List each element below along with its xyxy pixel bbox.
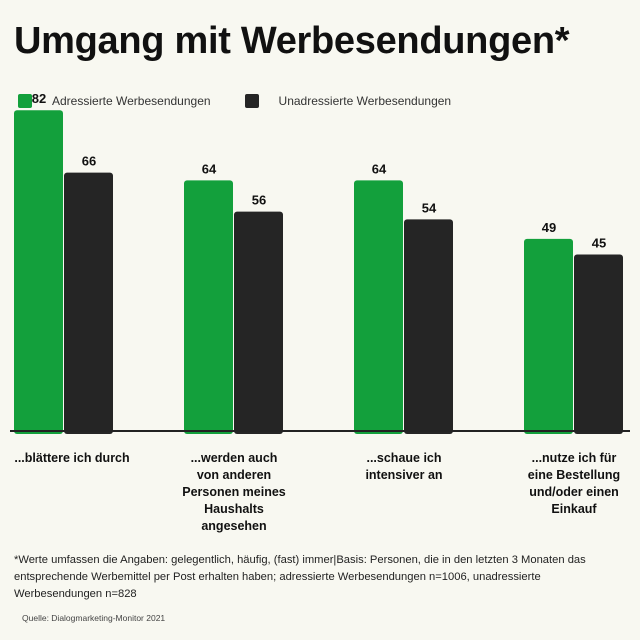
bar-unaddressed-1 — [234, 211, 283, 434]
data-label-addressed-3: 49 — [542, 220, 556, 235]
bar-addressed-1 — [184, 180, 233, 434]
legend-item-unaddressed: Unadressierte Werbesendungen — [244, 94, 452, 108]
bar-unaddressed-3 — [574, 254, 623, 434]
bar-chart: 82 66 ...blättere ich durch 64 56 ...werden a… — [10, 91, 630, 533]
category-label-3: ...nutze ich für eine Bestellung und/oder … — [528, 451, 620, 516]
data-label-unaddressed-0: 66 — [82, 154, 96, 169]
data-label-addressed-1: 64 — [202, 161, 217, 176]
legend: Adressierte Werbesendungen Unadressierte… — [18, 94, 485, 108]
chart-title: Umgang mit Werbesendungen* — [14, 20, 570, 62]
legend-swatch-addressed — [18, 94, 32, 108]
bar-unaddressed-0 — [64, 172, 113, 434]
data-label-addressed-2: 64 — [372, 161, 387, 176]
legend-item-addressed: Adressierte Werbesendungen — [18, 94, 211, 108]
bar-addressed-0 — [14, 110, 63, 434]
data-label-unaddressed-1: 56 — [252, 193, 266, 208]
category-label-0: ...blättere ich durch — [14, 451, 129, 465]
footnote: *Werte umfassen die Angaben: gelegentlic… — [14, 554, 586, 600]
data-label-addressed-0: 82 — [32, 91, 46, 106]
legend-swatch-unaddressed — [244, 94, 259, 108]
bar-unaddressed-2 — [404, 219, 453, 434]
legend-label-unaddressed: Unadressierte Werbesendungen — [278, 94, 452, 108]
data-label-unaddressed-2: 54 — [422, 200, 437, 215]
category-label-1: ...werden auch von anderen Personen meines… — [182, 451, 286, 533]
data-label-unaddressed-3: 45 — [592, 236, 606, 251]
category-label-2: ...schaue ich intensiver an — [365, 451, 442, 482]
bar-addressed-2 — [354, 180, 403, 434]
source-note: Quelle: Dialogmarketing-Monitor 2021 — [22, 613, 166, 623]
bar-addressed-3 — [524, 238, 573, 434]
legend-label-addressed: Adressierte Werbesendungen — [52, 94, 211, 108]
